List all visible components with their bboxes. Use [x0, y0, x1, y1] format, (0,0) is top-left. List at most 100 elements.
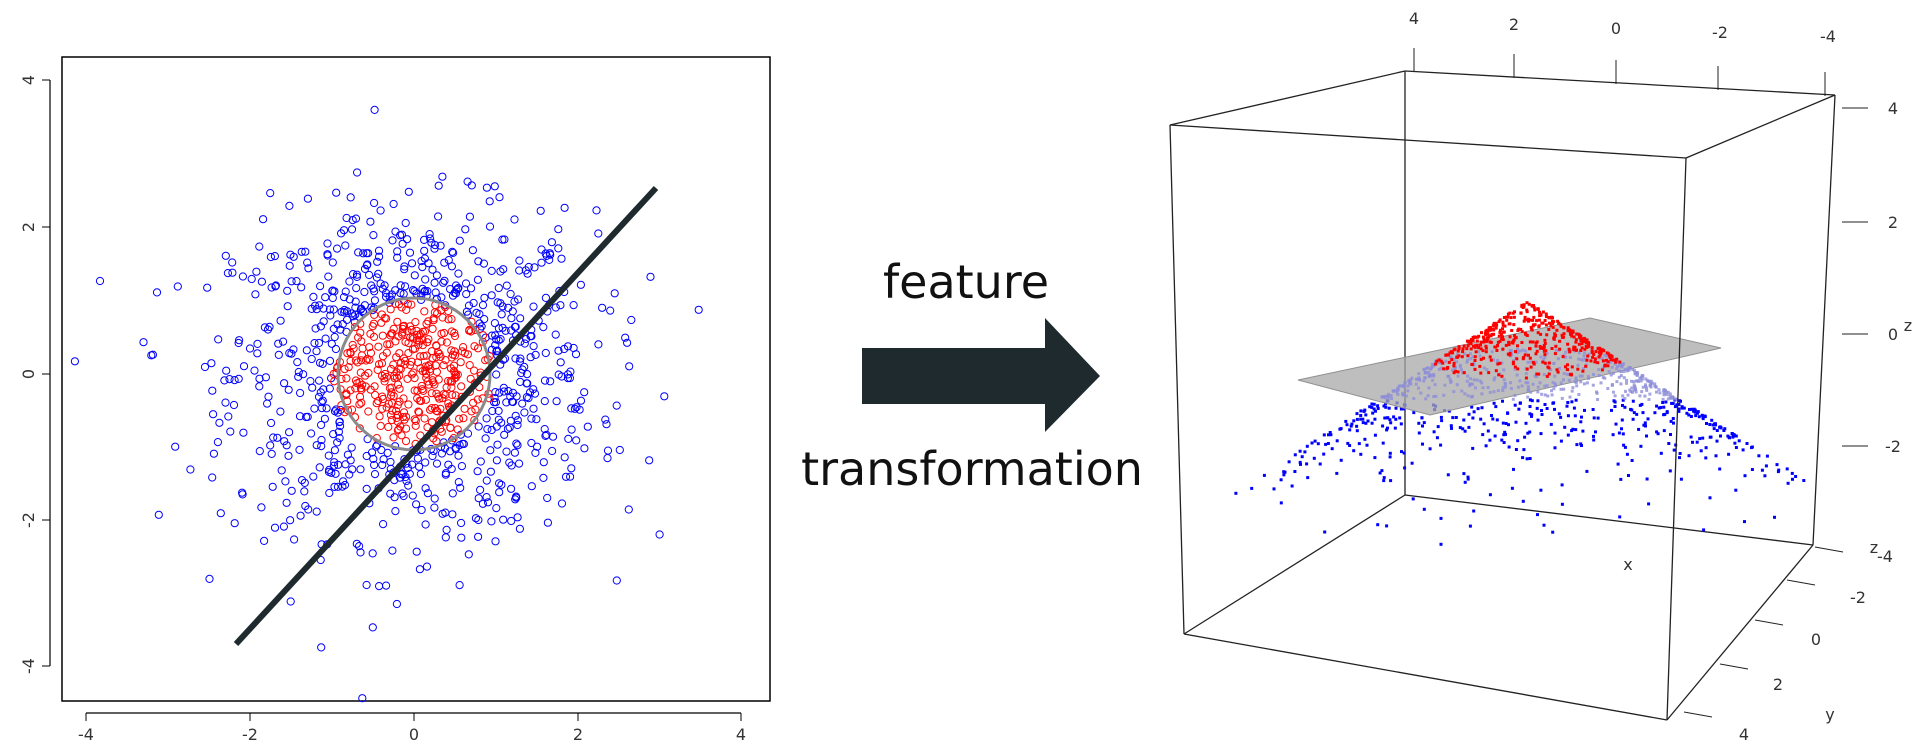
outer-class-point-3d [1696, 411, 1699, 415]
outer-class-point-3d [1698, 437, 1702, 441]
outer-class-point-3d [1535, 375, 1539, 379]
outer-class-point-3d [1488, 493, 1492, 497]
inner-class-point-3d [1545, 333, 1549, 337]
outer-class-point [496, 267, 505, 276]
outer-class-point [437, 293, 446, 302]
inner-class-point [362, 356, 371, 365]
outer-class-point-3d [1663, 412, 1667, 416]
outer-class-point-3d [1299, 462, 1302, 466]
inner-class-point-3d [1532, 362, 1536, 366]
outer-class-point [342, 213, 351, 223]
outer-class-point [268, 482, 277, 491]
outer-class-point-3d [1439, 415, 1443, 419]
outer-class-point [362, 484, 371, 493]
outer-class-point [292, 277, 301, 286]
outer-class-point [526, 353, 535, 362]
outer-class-point [322, 404, 331, 413]
top-axis-tick-label: -2 [1712, 23, 1728, 42]
inner-class-point-3d [1475, 339, 1479, 343]
outer-class-point [513, 513, 522, 522]
inner-class-point [470, 416, 479, 425]
outer-class-point-3d [1305, 444, 1309, 448]
inner-class-point-3d [1506, 312, 1510, 316]
inner-class-point-3d [1613, 358, 1616, 362]
outer-class-point-3d [1482, 366, 1486, 370]
outer-class-point [475, 310, 484, 319]
outer-class-point-3d [1685, 411, 1689, 415]
depth-axis-tick-label: 0 [1811, 630, 1821, 649]
inner-class-point [444, 399, 453, 408]
arrow-label-top: feature [883, 255, 1049, 309]
outer-class-point-3d [1678, 456, 1681, 460]
outer-class-point-3d [1393, 389, 1397, 393]
outer-class-point-3d [1603, 353, 1607, 357]
outer-class-point [469, 298, 478, 308]
outer-class-point [381, 288, 391, 298]
outer-class-point [575, 405, 584, 414]
outer-class-point [266, 441, 275, 450]
outer-class-point-3d [1730, 432, 1734, 435]
inner-class-point [410, 373, 419, 383]
outer-class-point-3d [1374, 409, 1377, 413]
outer-class-point [514, 295, 523, 304]
outer-class-point [376, 279, 385, 288]
outer-class-point-3d [1409, 382, 1413, 386]
outer-class-point-3d [1628, 388, 1632, 392]
outer-class-point-3d [1583, 351, 1586, 355]
inner-class-point-3d [1482, 356, 1485, 360]
outer-class-point [461, 225, 470, 234]
outer-class-point [454, 478, 463, 487]
outer-class-point-3d [1691, 440, 1694, 444]
inner-class-point [396, 365, 405, 374]
outer-class-point-3d [1627, 474, 1630, 477]
outer-class-point-3d [1357, 442, 1361, 446]
outer-class-point-3d [1373, 417, 1377, 421]
outer-class-point-3d [1606, 387, 1610, 390]
outer-class-point [270, 252, 279, 261]
outer-class-point-3d [1644, 424, 1647, 428]
outer-class-point-3d [1612, 390, 1615, 394]
inner-class-point-3d [1532, 315, 1536, 319]
outer-class-point-3d [1539, 355, 1543, 359]
outer-class-point [518, 399, 527, 408]
inner-class-point [380, 369, 390, 379]
inner-class-point-3d [1452, 361, 1456, 365]
outer-class-point-3d [1570, 400, 1574, 404]
inner-class-point-3d [1543, 341, 1547, 345]
outer-class-point-3d [1501, 389, 1505, 392]
inner-class-point-3d [1547, 366, 1551, 370]
outer-class-point-3d [1526, 381, 1530, 385]
outer-class-point-3d [1465, 360, 1469, 364]
outer-class-point-3d [1586, 375, 1590, 379]
inner-class-point-3d [1482, 337, 1486, 340]
outer-class-point-3d [1528, 430, 1532, 434]
outer-class-point-3d [1432, 374, 1436, 378]
outer-class-point [496, 335, 505, 344]
inner-class-point-3d [1496, 362, 1500, 366]
outer-class-point-3d [1643, 394, 1647, 398]
outer-class-point-3d [1671, 401, 1675, 405]
outer-class-point [323, 239, 332, 248]
outer-class-point [261, 373, 270, 382]
outer-class-point-3d [1318, 462, 1322, 466]
outer-class-point [294, 372, 303, 381]
outer-class-point-3d [1592, 373, 1595, 376]
outer-class-point-3d [1638, 403, 1642, 407]
right-axis-tick-label: -2 [1885, 437, 1901, 456]
inner-class-point-3d [1566, 342, 1570, 346]
outer-class-point [516, 354, 525, 363]
outer-class-point [389, 199, 398, 209]
outer-class-point-3d [1514, 420, 1518, 424]
outer-class-point [542, 430, 551, 439]
outer-class-point-3d [1673, 405, 1677, 409]
outer-class-point-3d [1731, 435, 1735, 439]
outer-class-point [348, 465, 357, 474]
outer-class-point [557, 372, 566, 381]
outer-class-point-3d [1404, 394, 1408, 398]
outer-class-point [523, 370, 532, 379]
outer-class-point-3d [1410, 376, 1414, 380]
outer-class-point-3d [1382, 476, 1386, 480]
outer-class-point-3d [1727, 435, 1731, 439]
outer-class-point [556, 301, 565, 310]
inner-class-point-3d [1561, 336, 1565, 339]
